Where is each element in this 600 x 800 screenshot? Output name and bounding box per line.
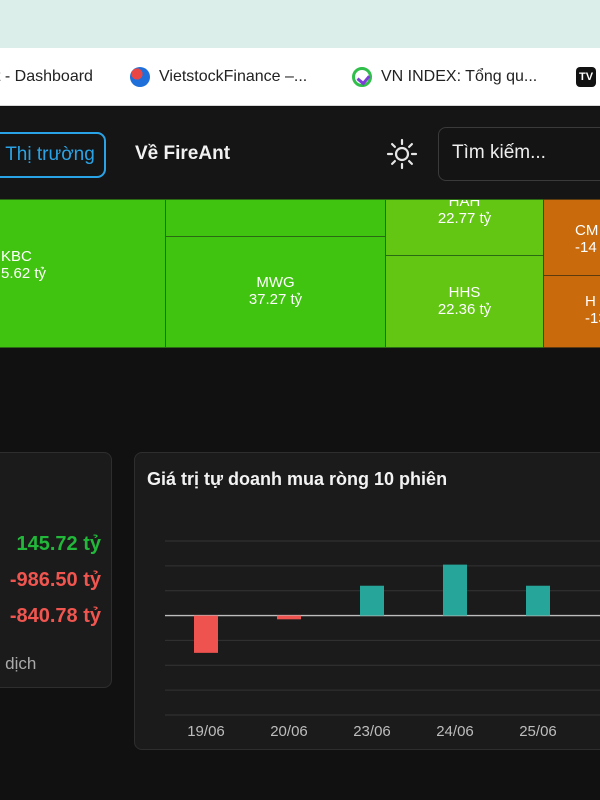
tile-symbol: MWG [256, 274, 295, 291]
nav-tab-label: Thị trường [5, 144, 95, 165]
nav-about-fireant[interactable]: Về FireAnt [135, 143, 231, 164]
tile-value: 22.77 tỷ [437, 210, 492, 227]
nav-tab-market[interactable]: Thị trường [0, 132, 106, 178]
tile-value: 5.62 tỷ [1, 265, 47, 282]
x-tick-label: 20/06 [270, 723, 308, 740]
tile-value: -14 [575, 239, 597, 256]
tile-symbol: HAH [448, 199, 481, 210]
bookmark-dashboard[interactable]: t - Dashboard [0, 66, 93, 88]
tile-value: -13 [585, 310, 600, 327]
chart-bar[interactable] [443, 564, 467, 616]
chart-bar[interactable] [277, 615, 301, 620]
summary-value-net: -840.78 tỷ [9, 605, 101, 627]
x-tick-label: 25/06 [519, 723, 557, 740]
bookmark-label: t - Dashboard [0, 68, 93, 85]
tile-symbol: CM [575, 222, 599, 239]
treemap-tile[interactable]: H -13 [543, 275, 600, 348]
summary-value-sell: -986.50 tỷ [9, 569, 101, 591]
x-tick-label: 23/06 [353, 723, 391, 740]
app-header: Thị trường Về FireAnt Tìm kiếm... [0, 107, 600, 199]
vn-index-icon [352, 67, 372, 87]
proprietary-net-buy-chart: Giá trị tự doanh mua ròng 10 phiên 19/06… [134, 452, 600, 750]
treemap-tile[interactable]: HAH 22.77 tỷ [385, 199, 544, 256]
tile-value: 22.36 tỷ [437, 301, 492, 318]
chart-canvas: 19/06 20/06 23/06 24/06 25/06 [165, 540, 600, 740]
bookmark-label: VietstockFinance –... [159, 68, 308, 85]
sun-icon[interactable] [386, 138, 418, 170]
treemap-tile[interactable]: MWG 37.27 tỷ [165, 236, 386, 348]
tile-symbol: H [585, 293, 596, 310]
summary-value-buy: 145.72 tỷ [16, 533, 101, 555]
vietstock-icon [130, 67, 150, 87]
trading-summary-card: 145.72 tỷ -986.50 tỷ -840.78 tỷ o dịch [0, 452, 112, 688]
chart-bar[interactable] [194, 615, 218, 653]
tile-symbol: HHS [448, 284, 481, 301]
chart-bar[interactable] [526, 585, 550, 616]
tile-symbol: KBC [1, 248, 32, 265]
tradingview-icon: TV [576, 67, 596, 87]
bookmarks-bar: t - Dashboard VietstockFinance –... VN I… [0, 48, 600, 106]
tile-value: 37.27 tỷ [248, 291, 303, 308]
treemap-tile[interactable]: HHS 22.36 tỷ [385, 255, 544, 348]
treemap-tile[interactable] [165, 199, 386, 237]
browser-tab-strip [0, 0, 600, 48]
search-input[interactable]: Tìm kiếm... [438, 127, 600, 181]
treemap-tile[interactable]: KBC 5.62 tỷ [0, 199, 166, 348]
bookmark-vn-index[interactable]: VN INDEX: Tổng qu... [352, 66, 537, 88]
x-tick-label: 24/06 [436, 723, 474, 740]
x-tick-label: 19/06 [187, 723, 225, 740]
treemap-tile[interactable]: CM -14 [543, 199, 600, 276]
treemap: KBC 5.62 tỷ MWG 37.27 tỷ HAH 22.77 tỷ HH… [0, 199, 600, 349]
chart-title: Giá trị tự doanh mua ròng 10 phiên [147, 469, 448, 489]
bookmark-tradingview[interactable]: TV [576, 66, 600, 88]
bookmark-vietstock[interactable]: VietstockFinance –... [130, 66, 307, 88]
bookmark-label: VN INDEX: Tổng qu... [381, 68, 538, 85]
chart-bar[interactable] [360, 585, 384, 616]
summary-note: o dịch [0, 654, 37, 673]
